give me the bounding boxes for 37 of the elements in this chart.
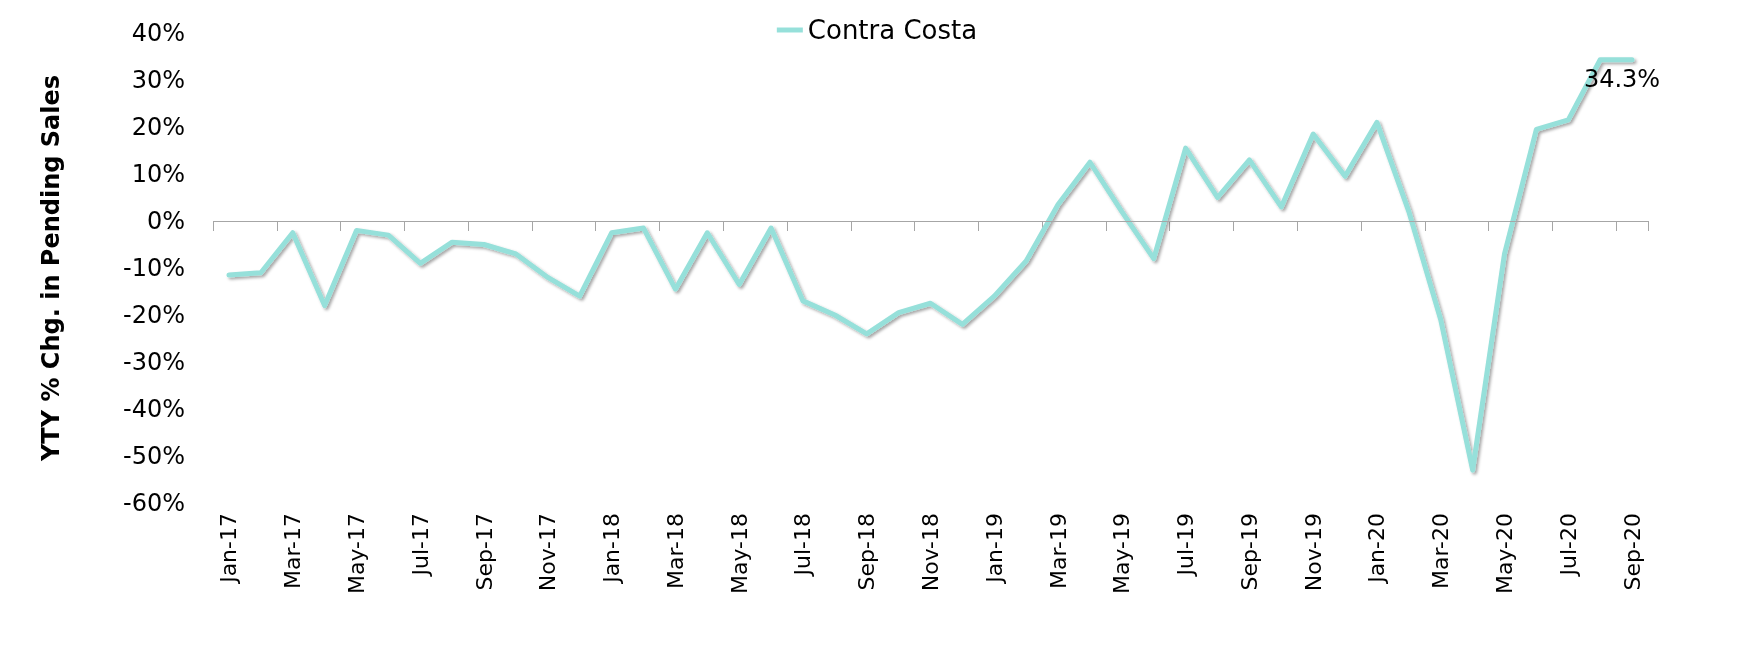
x-tick-label: Sep-17 <box>471 513 497 591</box>
x-tick-label: May-19 <box>1109 513 1135 595</box>
y-tick-label: -20% <box>122 301 185 329</box>
x-tick-label: Nov-17 <box>535 513 561 592</box>
x-tick-label: Jan-18 <box>599 513 625 585</box>
y-tick-label: 0% <box>146 207 185 235</box>
data-label: 34.3% <box>1583 64 1661 93</box>
x-tick-label: Jan-17 <box>216 513 242 585</box>
x-tick-label: Jan-20 <box>1364 513 1390 585</box>
x-tick-label: Mar-19 <box>1045 513 1071 590</box>
x-tick-label: Sep-20 <box>1619 513 1645 591</box>
x-tick-label: May-20 <box>1492 513 1517 595</box>
legend-label: Contra Costa <box>807 15 978 45</box>
x-tick-label: May-17 <box>344 513 369 595</box>
x-tick-label: Sep-18 <box>854 513 880 591</box>
y-tick-label: 10% <box>131 160 185 188</box>
y-tick-label: 20% <box>131 113 185 141</box>
x-tick-label: Jul-18 <box>790 513 816 578</box>
x-tick-label: Mar-20 <box>1428 513 1454 590</box>
x-tick-label: Sep-19 <box>1236 513 1262 591</box>
x-tick-label: Nov-19 <box>1300 513 1326 592</box>
x-tick-label: Jul-17 <box>407 513 433 578</box>
y-tick-label: 30% <box>131 66 185 94</box>
x-tick-label: Mar-17 <box>280 513 306 590</box>
x-tick-label: Jan-19 <box>981 513 1007 585</box>
x-tick-label: Jul-19 <box>1173 513 1199 578</box>
y-tick-label: -40% <box>122 395 185 423</box>
y-axis-title: YTY % Chg. in Pending Sales <box>37 74 65 463</box>
y-tick-label: 40% <box>131 19 185 47</box>
x-tick-label: Nov-18 <box>918 513 943 592</box>
y-tick-label: -50% <box>122 442 185 470</box>
y-tick-label: -10% <box>122 254 185 282</box>
y-tick-label: -60% <box>122 489 185 517</box>
x-tick-label: Jul-20 <box>1555 513 1581 578</box>
y-tick-label: -30% <box>122 348 185 376</box>
x-tick-label: Mar-18 <box>662 513 688 590</box>
x-tick-label: May-18 <box>726 513 752 595</box>
